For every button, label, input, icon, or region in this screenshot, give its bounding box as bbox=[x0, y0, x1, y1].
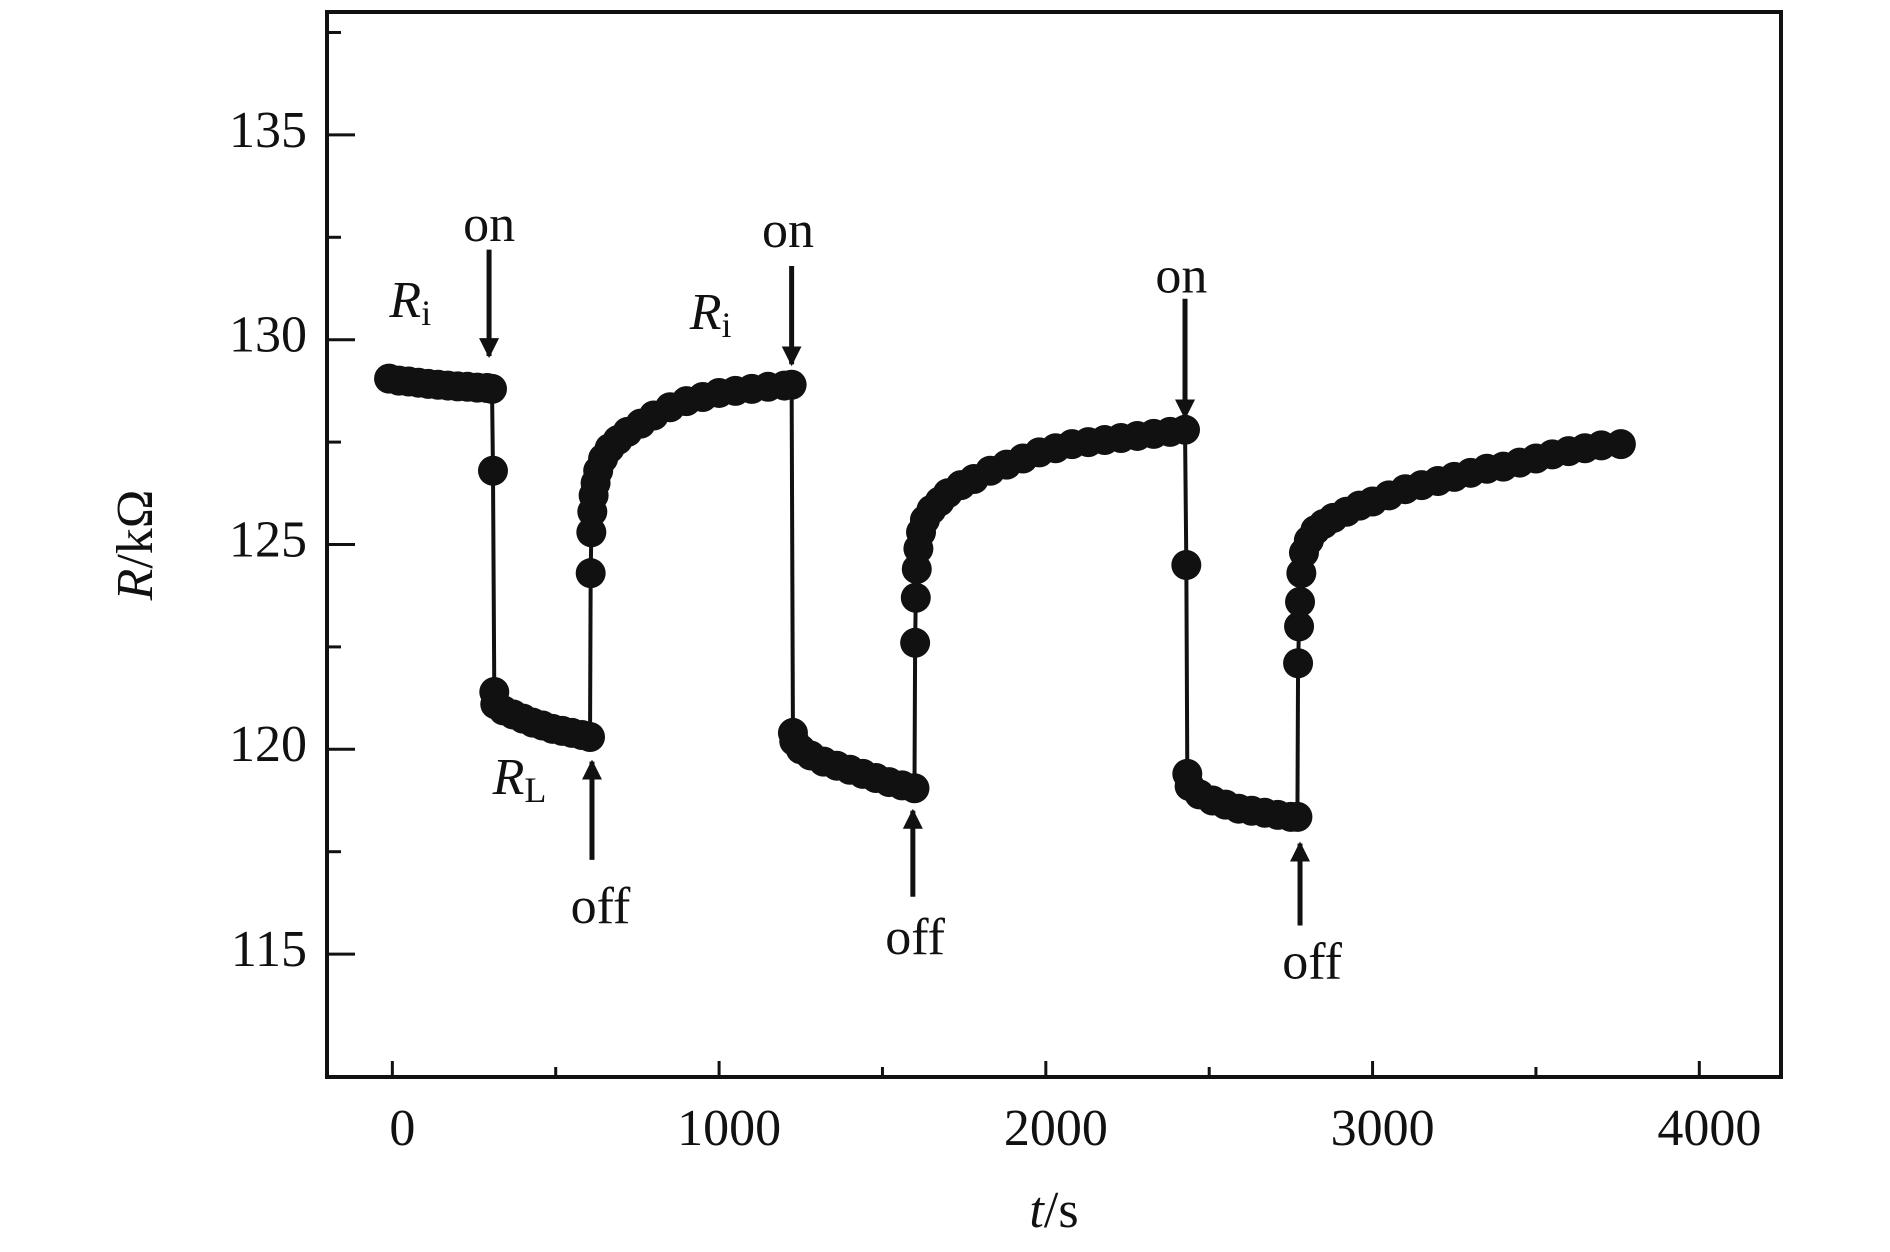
annotation: Ri bbox=[689, 284, 732, 345]
data-point bbox=[1285, 586, 1316, 617]
y-tick-label: 125 bbox=[229, 511, 307, 568]
annotation-text: on bbox=[463, 196, 515, 253]
data-point bbox=[900, 627, 931, 658]
data-point bbox=[575, 558, 606, 589]
y-tick-label: 120 bbox=[229, 716, 307, 773]
annotation: on bbox=[762, 202, 814, 259]
annotation: on bbox=[1155, 247, 1207, 304]
data-point bbox=[776, 369, 807, 400]
data-point bbox=[1605, 429, 1636, 460]
data-point bbox=[900, 582, 931, 613]
data-point bbox=[477, 455, 508, 486]
y-label-var: R bbox=[107, 569, 164, 602]
data-point bbox=[575, 722, 606, 753]
annotation: off bbox=[1282, 933, 1342, 990]
annotation-text: on bbox=[1155, 247, 1207, 304]
annotation-text: R bbox=[492, 749, 525, 806]
annotation: off bbox=[885, 909, 945, 966]
x-tick-label: 1000 bbox=[677, 1100, 781, 1157]
annotation-text: off bbox=[571, 878, 631, 935]
annotation: Ri bbox=[388, 272, 431, 333]
data-point bbox=[1282, 801, 1313, 832]
y-tick-label: 115 bbox=[231, 921, 307, 978]
annotation-subscript: i bbox=[721, 305, 731, 345]
annotation: on bbox=[463, 196, 515, 253]
annotation-text: on bbox=[762, 202, 814, 259]
data-point bbox=[1284, 611, 1315, 642]
x-tick-label: 0 bbox=[389, 1100, 415, 1157]
annotation: RL bbox=[492, 749, 547, 810]
plot-frame bbox=[325, 10, 1783, 1079]
annotation-text: off bbox=[885, 909, 945, 966]
x-axis-label: t/s bbox=[1029, 1182, 1078, 1239]
annotation-subscript: i bbox=[421, 293, 431, 333]
y-tick-label: 130 bbox=[229, 307, 307, 364]
x-tick-label: 4000 bbox=[1657, 1100, 1761, 1157]
data-point bbox=[1170, 414, 1201, 445]
data-point bbox=[477, 373, 508, 404]
annotation-text: R bbox=[689, 284, 722, 341]
y-axis-label: R/kΩ bbox=[107, 490, 164, 602]
x-tick-label: 2000 bbox=[1004, 1100, 1108, 1157]
series-line bbox=[388, 376, 1622, 819]
y-label-unit: /kΩ bbox=[107, 490, 164, 569]
data-point bbox=[899, 773, 930, 804]
annotation-subscript: L bbox=[524, 770, 546, 810]
annotation-text: R bbox=[388, 272, 421, 329]
data-point bbox=[1171, 549, 1202, 580]
annotation: off bbox=[571, 878, 631, 935]
y-tick-label: 135 bbox=[229, 102, 307, 159]
data-point bbox=[1283, 648, 1314, 679]
annotation-text: off bbox=[1282, 933, 1342, 990]
x-tick-label: 3000 bbox=[1331, 1100, 1435, 1157]
x-label-unit: /s bbox=[1044, 1182, 1079, 1239]
x-label-var: t bbox=[1029, 1182, 1045, 1239]
